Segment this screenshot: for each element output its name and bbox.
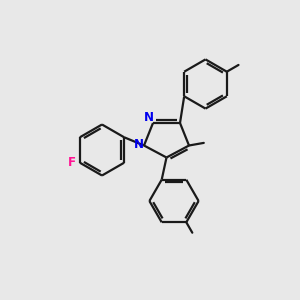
Text: N: N bbox=[144, 111, 154, 124]
Text: F: F bbox=[68, 156, 76, 169]
Text: N: N bbox=[134, 137, 144, 151]
